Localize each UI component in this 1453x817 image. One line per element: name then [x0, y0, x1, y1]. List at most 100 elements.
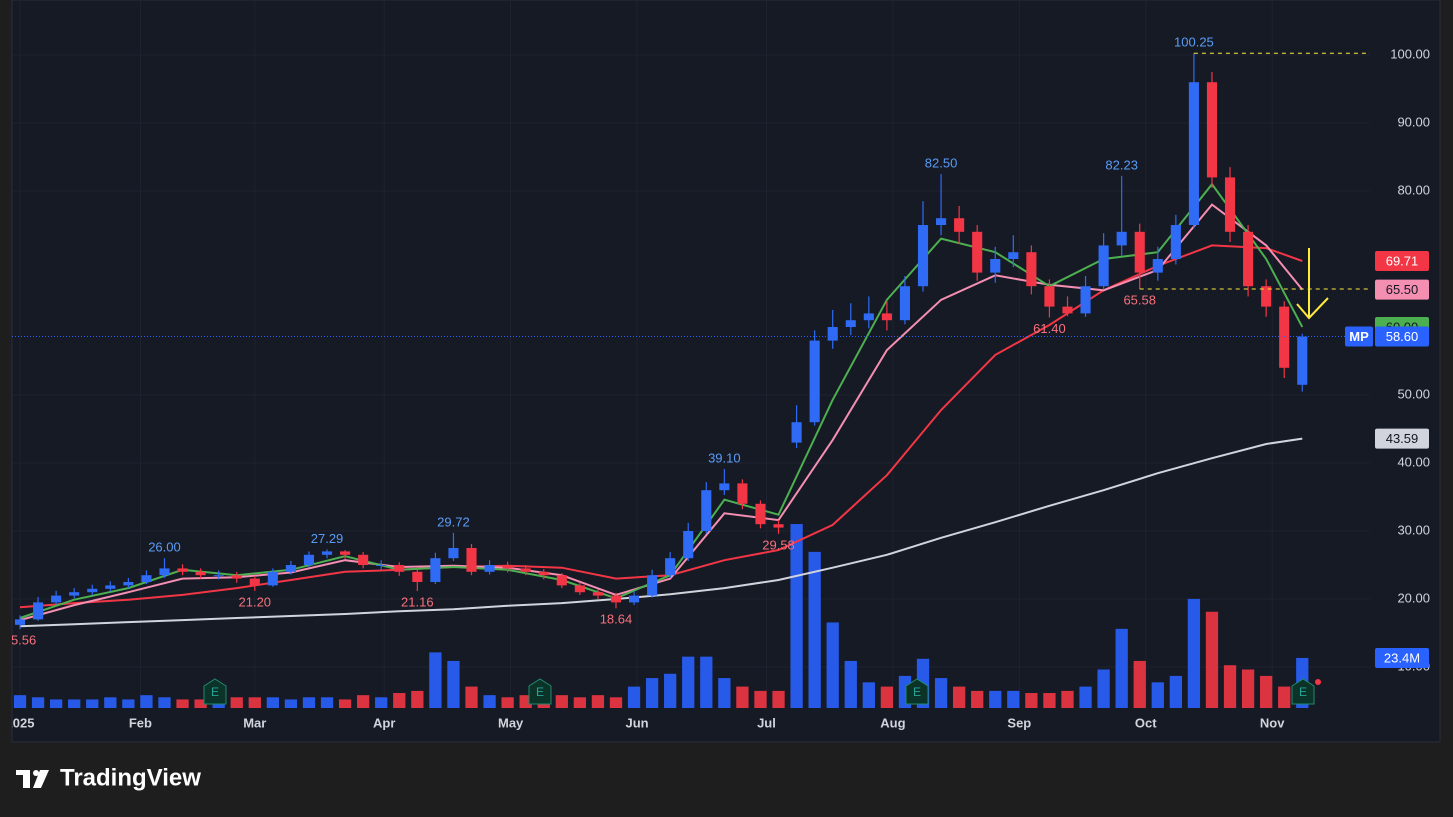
candle-body	[177, 568, 188, 572]
candle-body	[1044, 286, 1055, 307]
candle-body	[159, 568, 170, 576]
volume-bar	[375, 697, 388, 708]
volume-bar	[1097, 669, 1110, 708]
price-tag	[1375, 428, 1429, 449]
candle-body	[267, 571, 278, 586]
earnings-label: E	[913, 685, 921, 699]
candle-body	[574, 585, 585, 593]
candle-body	[899, 286, 911, 321]
candle-body	[213, 575, 224, 577]
candle-body	[1026, 252, 1037, 287]
logo-stem	[23, 770, 30, 788]
candle-body	[628, 595, 640, 603]
volume-bar	[266, 697, 279, 708]
candle-body	[719, 483, 730, 491]
volume-bar	[862, 682, 875, 708]
candle-body	[845, 320, 856, 328]
candle-body	[917, 225, 929, 287]
volume-bar	[718, 678, 731, 708]
price-tag	[1375, 250, 1429, 271]
brand-name: TradingView	[60, 764, 201, 791]
candle-body	[412, 571, 423, 582]
volume-bar	[68, 699, 81, 708]
candle-body	[881, 313, 892, 321]
candle-body	[285, 564, 296, 572]
candle-body	[773, 524, 784, 528]
candle-body	[1206, 82, 1218, 178]
y-tick-label: 80.00	[1397, 182, 1430, 197]
volume-bar	[826, 622, 839, 708]
x-tick-label: May	[498, 715, 524, 730]
candle-body	[737, 483, 748, 504]
candle-body	[520, 568, 531, 572]
candle-body	[303, 554, 315, 565]
candle-body	[1098, 245, 1109, 287]
candle-body	[1224, 177, 1236, 232]
y-tick-label: 20.00	[1397, 590, 1430, 605]
y-tick-label: 50.00	[1397, 386, 1430, 401]
x-tick-label: Aug	[880, 715, 905, 730]
earnings-label: E	[211, 685, 219, 699]
volume-bar	[609, 697, 623, 708]
candle-body	[610, 595, 622, 603]
x-tick-label: Oct	[1135, 715, 1157, 730]
volume-bar	[1187, 598, 1201, 708]
volume-bar	[320, 697, 334, 708]
volume-bar	[411, 690, 424, 708]
candle-body	[394, 564, 405, 572]
candle-body	[1134, 231, 1145, 273]
volume-bar	[772, 690, 785, 708]
candle-body	[1243, 231, 1254, 287]
price-tag-label: 43.59	[1386, 431, 1419, 446]
y-tick-label: 100.00	[1390, 46, 1430, 61]
candle-body	[448, 547, 459, 559]
candle-body	[376, 564, 387, 566]
symbol-tag-label: MP	[1349, 329, 1369, 344]
candle-body	[33, 602, 44, 620]
volume-bar	[194, 699, 207, 708]
low-label: 65.58	[1123, 292, 1156, 307]
symbol-tag	[1345, 326, 1373, 347]
volume-bar	[591, 695, 605, 708]
candle-body	[936, 218, 947, 226]
low-label: 29.58	[762, 537, 795, 552]
x-tick-label: Apr	[373, 715, 395, 730]
candle-body	[340, 551, 351, 555]
volume-bar	[158, 697, 171, 708]
volume-bar	[664, 673, 677, 708]
candle-body	[466, 547, 477, 572]
high-label: 82.50	[925, 155, 958, 170]
candle-body	[972, 231, 983, 273]
volume-bar	[49, 699, 63, 708]
volume-bar	[1260, 675, 1273, 708]
volume-bar	[104, 697, 117, 708]
earnings-icon	[905, 678, 929, 705]
volume-bar	[501, 697, 514, 708]
candle-body	[1261, 286, 1272, 307]
candle-body	[69, 592, 80, 596]
volume-bar	[645, 678, 659, 708]
x-tick-label: Nov	[1260, 715, 1285, 730]
earnings-dot	[1315, 679, 1321, 685]
volume-bar	[808, 551, 821, 708]
volume-bar	[176, 699, 189, 708]
high-label: 26.00	[148, 540, 181, 555]
earnings-icon	[203, 678, 227, 705]
candle-body	[231, 575, 242, 579]
candle-body	[538, 571, 549, 576]
volume-bar	[1241, 669, 1255, 708]
candle-body	[701, 490, 712, 531]
volume-bar	[429, 652, 442, 708]
candle-body	[592, 592, 603, 596]
price-tag-label: 65.50	[1386, 282, 1419, 297]
high-label: 29.72	[437, 514, 470, 529]
low-label: 18.64	[600, 612, 633, 627]
low-label: 61.40	[1033, 321, 1066, 336]
volume-bar	[393, 693, 406, 708]
volume-bar	[1061, 690, 1074, 708]
volume-tag-label: 23.4M	[1384, 650, 1420, 665]
price-tag-label: 58.60	[1386, 329, 1419, 344]
volume-bar	[86, 699, 99, 708]
logo-dot	[33, 770, 39, 776]
volume-bar	[483, 695, 496, 708]
